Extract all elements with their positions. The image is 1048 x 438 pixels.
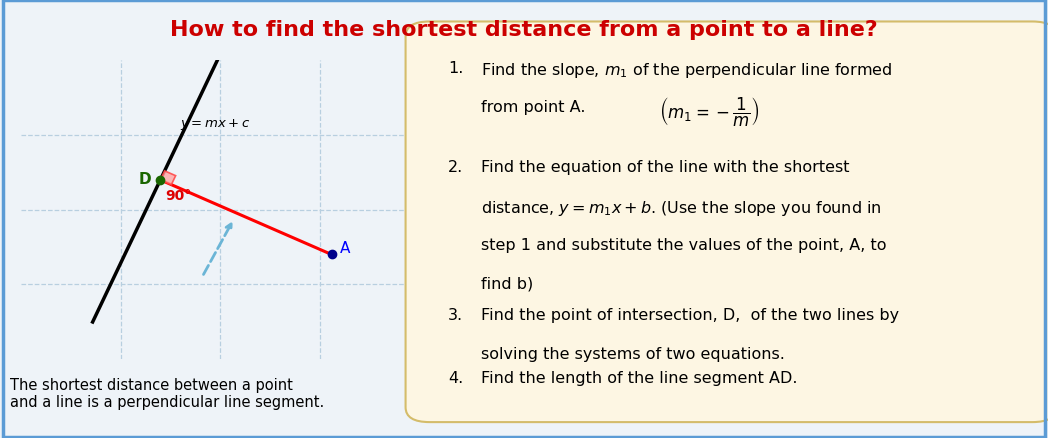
Text: Find the equation of the line with the shortest: Find the equation of the line with the s… <box>481 159 849 174</box>
Text: 90°: 90° <box>166 189 192 203</box>
Text: The shortest distance between a point
and a line is a perpendicular line segment: The shortest distance between a point an… <box>10 377 325 409</box>
Text: 2.: 2. <box>447 159 463 174</box>
Text: Find the slope, $m_1$ of the perpendicular line formed: Find the slope, $m_1$ of the perpendicul… <box>481 61 893 80</box>
Text: Find the length of the line segment AD.: Find the length of the line segment AD. <box>481 371 798 385</box>
FancyBboxPatch shape <box>406 22 1048 422</box>
Text: $y = mx + c$: $y = mx + c$ <box>180 117 250 132</box>
Text: How to find the shortest distance from a point to a line?: How to find the shortest distance from a… <box>170 20 878 40</box>
Text: 1.: 1. <box>447 61 463 76</box>
Text: solving the systems of two equations.: solving the systems of two equations. <box>481 346 785 361</box>
Polygon shape <box>160 172 176 185</box>
Text: D: D <box>138 172 151 187</box>
Text: Find the point of intersection, D,  of the two lines by: Find the point of intersection, D, of th… <box>481 307 899 322</box>
Text: 4.: 4. <box>447 371 463 385</box>
Text: distance, $y = m_1 x + b$. (Use the slope you found in: distance, $y = m_1 x + b$. (Use the slop… <box>481 198 881 217</box>
Text: step 1 and substitute the values of the point, A, to: step 1 and substitute the values of the … <box>481 237 887 252</box>
Text: find b): find b) <box>481 276 533 291</box>
Text: from point A.: from point A. <box>481 100 586 115</box>
Text: 3.: 3. <box>447 307 463 322</box>
Text: A: A <box>340 240 350 255</box>
Text: $\left( m_1 = -\dfrac{1}{m} \right)$: $\left( m_1 = -\dfrac{1}{m} \right)$ <box>658 95 760 127</box>
